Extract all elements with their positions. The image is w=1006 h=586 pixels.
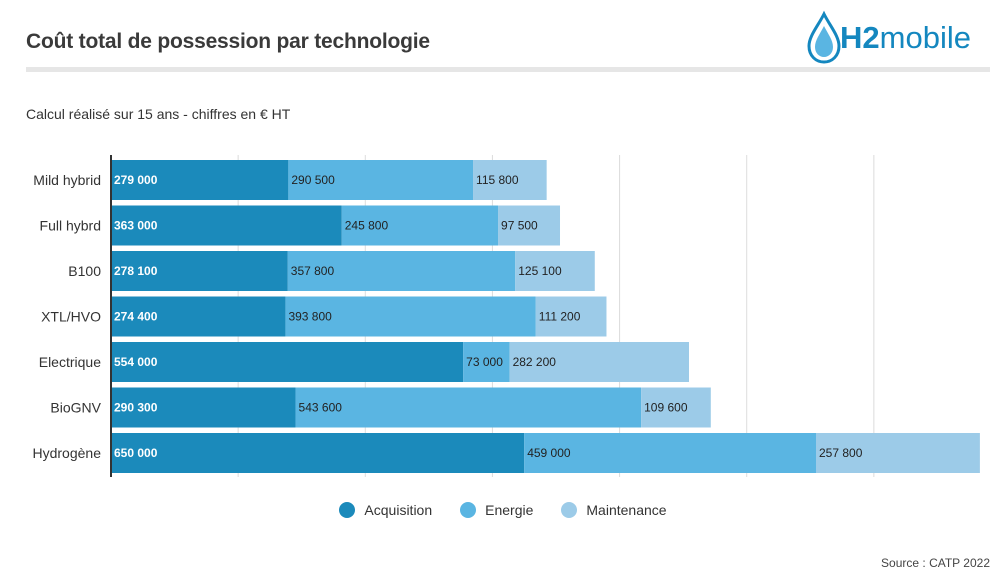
source-note: Source : CATP 2022 — [881, 556, 990, 570]
title-divider — [26, 67, 990, 72]
bar-segment-energie — [341, 205, 499, 246]
data-label-acquisition: 278 100 — [114, 264, 158, 278]
category-label: Electrique — [39, 354, 101, 370]
legend-swatch-energie — [460, 502, 477, 518]
data-label-energie: 393 800 — [288, 310, 332, 324]
data-label-maintenance: 109 600 — [644, 401, 688, 415]
chart-subtitle: Calcul réalisé sur 15 ans - chiffres en … — [26, 106, 291, 122]
legend-swatch-acquisition — [339, 502, 356, 518]
category-label: Mild hybrid — [33, 172, 101, 188]
bar-segment-acquisition — [111, 251, 288, 291]
bar-segment-energie — [524, 433, 817, 473]
bar-segment-acquisition — [111, 387, 296, 428]
data-label-energie: 543 600 — [299, 401, 343, 415]
bar-segment-acquisition — [111, 296, 286, 337]
bar-segment-energie — [285, 296, 536, 337]
chart-legend: Acquisition Energie Maintenance — [0, 502, 1006, 518]
data-label-acquisition: 290 300 — [114, 401, 158, 415]
data-label-maintenance: 115 800 — [476, 173, 519, 187]
bar-segment-maintenance — [509, 342, 689, 382]
legend-label-maintenance: Maintenance — [586, 502, 667, 518]
bar-segment-maintenance — [473, 160, 547, 200]
data-label-acquisition: 650 000 — [114, 446, 158, 460]
stacked-bar-chart: Mild hybrid 279 000 290 500 115 800 Full hyb… — [33, 155, 980, 477]
category-label: B100 — [68, 263, 101, 279]
logo-prefix: H2 — [840, 20, 880, 55]
category-label: Hydrogène — [33, 445, 102, 461]
bar-segment-maintenance — [816, 433, 980, 473]
bar-segment-acquisition — [111, 160, 289, 200]
bar-segment-energie — [463, 342, 510, 382]
h2mobile-logo: H2mobile — [806, 10, 996, 66]
data-label-acquisition: 554 000 — [114, 355, 158, 369]
data-label-maintenance: 282 200 — [513, 355, 557, 369]
bar-segment-maintenance — [498, 205, 561, 246]
bar-segment-energie — [288, 160, 474, 200]
data-label-acquisition: 363 000 — [114, 219, 158, 233]
legend-item-energie: Energie — [460, 502, 533, 518]
bar-segment-acquisition — [111, 433, 525, 473]
data-label-maintenance: 111 200 — [539, 310, 581, 324]
data-label-energie: 73 000 — [466, 355, 503, 369]
bar-segment-maintenance — [515, 251, 595, 291]
category-label: BioGNV — [50, 400, 101, 416]
data-label-acquisition: 279 000 — [114, 173, 158, 187]
data-label-energie: 290 500 — [291, 173, 335, 187]
bar-segment-energie — [295, 387, 642, 428]
data-label-maintenance: 97 500 — [501, 219, 538, 233]
legend-label-energie: Energie — [485, 502, 534, 518]
legend-item-acquisition: Acquisition — [339, 502, 432, 518]
legend-label-acquisition: Acquisition — [364, 502, 433, 518]
data-label-maintenance: 257 800 — [819, 446, 863, 460]
data-label-energie: 357 800 — [291, 264, 335, 278]
water-drop-icon — [807, 10, 841, 64]
logo-wordmark: H2mobile — [840, 20, 971, 56]
bar-segment-acquisition — [111, 342, 464, 382]
category-label: XTL/HVO — [41, 309, 101, 325]
data-label-maintenance: 125 100 — [518, 264, 562, 278]
legend-swatch-maintenance — [561, 502, 578, 518]
legend-item-maintenance: Maintenance — [561, 502, 667, 518]
bar-segment-maintenance — [641, 387, 711, 428]
data-label-energie: 459 000 — [527, 446, 571, 460]
category-label: Full hybrd — [40, 218, 101, 234]
bar-segment-acquisition — [111, 205, 342, 246]
data-label-energie: 245 800 — [345, 219, 389, 233]
bar-segment-energie — [287, 251, 516, 291]
data-label-acquisition: 274 400 — [114, 310, 158, 324]
chart-title: Coût total de possession par technologie — [26, 30, 430, 53]
logo-suffix: mobile — [879, 20, 971, 55]
bar-segment-maintenance — [535, 296, 607, 337]
